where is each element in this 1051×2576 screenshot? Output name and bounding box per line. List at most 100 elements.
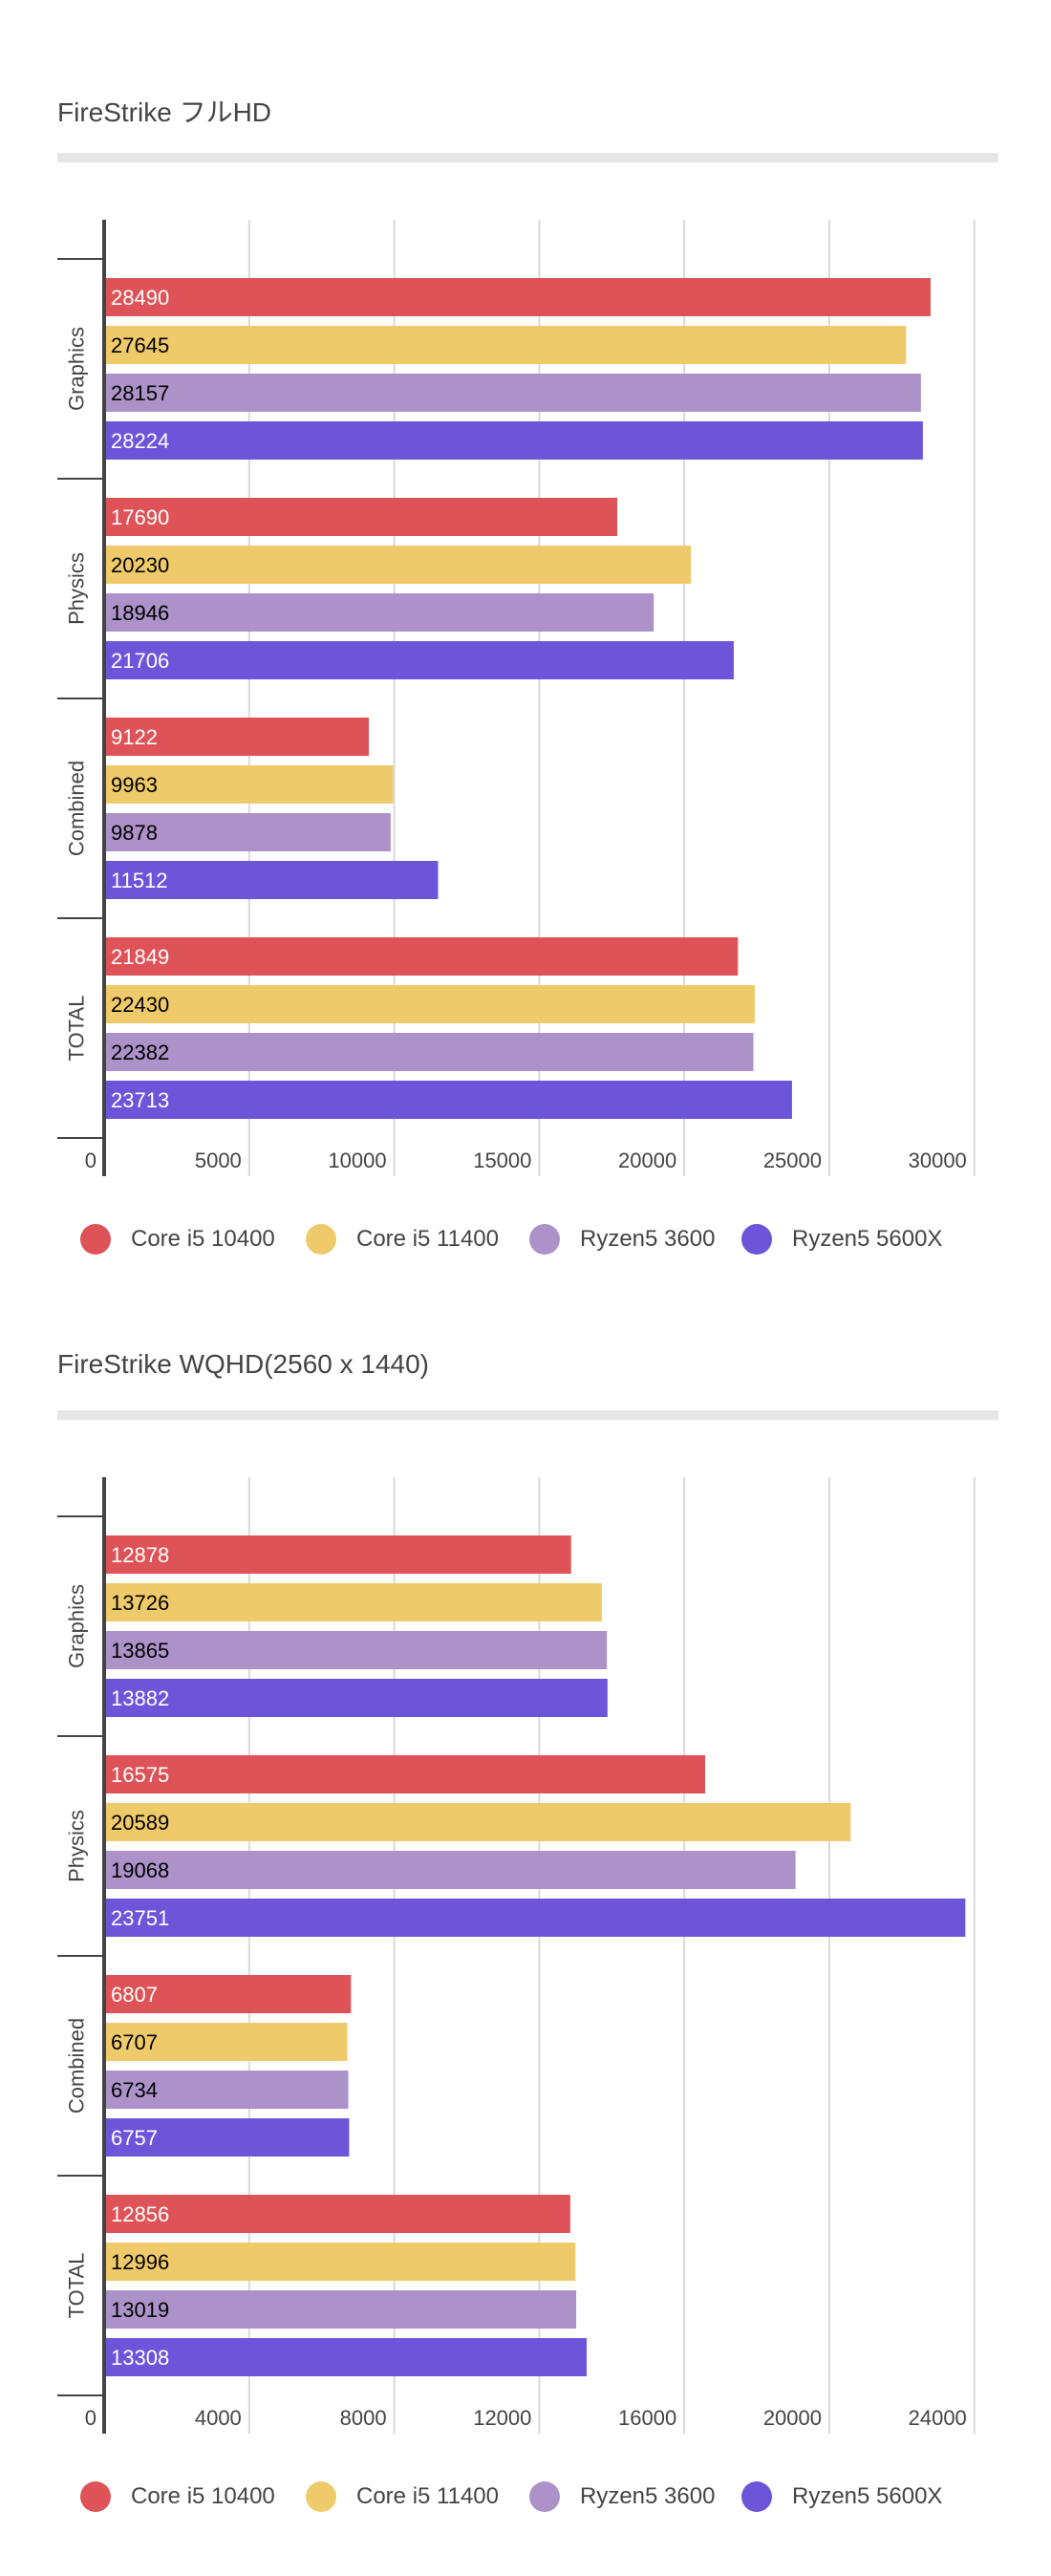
bar-total-ryzen5-3600[interactable]: [104, 1033, 754, 1071]
data-label: 28490: [111, 286, 169, 310]
data-label: 13308: [111, 2346, 169, 2370]
legend-item-core-i5-11400[interactable]: Core i5 11400: [306, 1223, 499, 1256]
legend-swatch-icon: [741, 1224, 772, 1255]
bar-graphics-ryzen5-5600x[interactable]: [104, 1679, 608, 1717]
legend-label: Core i5 11400: [356, 1226, 499, 1252]
data-label: 12856: [111, 2202, 169, 2226]
chart-title: FireStrike フルHD: [57, 97, 272, 127]
legend-swatch-icon: [80, 1224, 111, 1255]
data-label: 18946: [111, 601, 169, 625]
legend-swatch-icon: [80, 2481, 111, 2512]
bar-graphics-core-i5-11400[interactable]: [104, 326, 907, 364]
legend-item-ryzen5-5600x[interactable]: Ryzen5 5600X: [741, 2480, 942, 2513]
data-label: 17690: [111, 505, 169, 529]
x-tick-label: 0: [85, 1148, 97, 1172]
bar-physics-ryzen5-5600x[interactable]: [104, 641, 734, 679]
data-label: 16575: [111, 1763, 169, 1787]
category-label-graphics: Graphics: [65, 327, 89, 411]
data-label: 6807: [111, 1983, 158, 2007]
bar-combined-core-i5-10400[interactable]: [104, 718, 369, 756]
title-divider: [57, 153, 998, 162]
x-tick-label: 16000: [618, 2406, 676, 2430]
data-label: 13865: [111, 1639, 169, 1663]
legend-swatch-icon: [306, 2481, 336, 2512]
data-label: 6734: [111, 2078, 158, 2102]
data-label: 22430: [111, 993, 169, 1017]
bar-combined-core-i5-11400[interactable]: [104, 765, 394, 804]
category-label-physics: Physics: [65, 1810, 89, 1882]
bar-graphics-ryzen5-5600x[interactable]: [104, 421, 923, 460]
bar-combined-ryzen5-5600x[interactable]: [104, 2118, 350, 2157]
chart-title: FireStrike WQHD(2560 x 1440): [57, 1349, 430, 1379]
legend-label: Ryzen5 3600: [580, 1226, 716, 1252]
bar-physics-core-i5-11400[interactable]: [104, 546, 692, 584]
legend-swatch-icon: [741, 2481, 772, 2512]
data-label: 13019: [111, 2298, 169, 2322]
bar-physics-core-i5-10400[interactable]: [104, 498, 618, 536]
data-label: 12996: [111, 2250, 169, 2274]
category-label-total: TOTAL: [65, 2253, 89, 2319]
bar-physics-core-i5-11400[interactable]: [104, 1803, 851, 1841]
x-tick-label: 12000: [473, 2406, 531, 2430]
data-label: 13726: [111, 1591, 169, 1615]
x-tick-label: 0: [85, 2406, 97, 2430]
bar-total-ryzen5-3600[interactable]: [104, 2290, 577, 2329]
data-label: 23751: [111, 1906, 169, 1930]
legend-item-ryzen5-3600[interactable]: Ryzen5 3600: [529, 1223, 715, 1256]
data-label: 21706: [111, 649, 169, 673]
chart-legend: Core i5 10400 Core i5 11400 Ryzen5 3600 Ryz…: [0, 1223, 1051, 1256]
bar-physics-ryzen5-3600[interactable]: [104, 1851, 796, 1889]
bar-total-core-i5-10400[interactable]: [104, 2195, 570, 2233]
category-label-combined: Combined: [65, 761, 89, 856]
legend-label: Ryzen5 5600X: [792, 1226, 943, 1252]
bar-combined-ryzen5-3600[interactable]: [104, 2071, 349, 2109]
data-label: 20230: [111, 553, 169, 577]
bar-total-core-i5-11400[interactable]: [104, 2243, 576, 2281]
bar-graphics-ryzen5-3600[interactable]: [104, 1631, 608, 1669]
bar-chart-fullhd: 28490 27645 28157 28224 Graphics 17690 20230 18…: [57, 220, 976, 1176]
legend-item-core-i5-10400[interactable]: Core i5 10400: [80, 1223, 275, 1256]
data-label: 28224: [111, 429, 169, 453]
data-label: 9122: [111, 725, 158, 749]
bar-total-core-i5-10400[interactable]: [104, 937, 739, 976]
bar-graphics-ryzen5-3600[interactable]: [104, 374, 921, 412]
legend-swatch-icon: [306, 1224, 336, 1255]
bar-graphics-core-i5-11400[interactable]: [104, 1583, 602, 1621]
legend-item-ryzen5-3600[interactable]: Ryzen5 3600: [529, 2480, 715, 2513]
bar-combined-core-i5-10400[interactable]: [104, 1975, 352, 2013]
bar-physics-ryzen5-3600[interactable]: [104, 593, 654, 632]
bar-graphics-core-i5-10400[interactable]: [104, 278, 931, 316]
legend-swatch-icon: [529, 2481, 560, 2512]
data-label: 6757: [111, 2126, 158, 2150]
x-tick-label: 10000: [328, 1148, 386, 1172]
data-label: 13882: [111, 1686, 169, 1710]
data-label: 9878: [111, 821, 158, 845]
data-label: 19068: [111, 1858, 169, 1882]
bar-total-ryzen5-5600x[interactable]: [104, 2338, 588, 2376]
x-tick-label: 15000: [473, 1148, 531, 1172]
x-tick-label: 20000: [763, 2406, 822, 2430]
data-label: 6707: [111, 2030, 158, 2054]
chart-legend: Core i5 10400 Core i5 11400 Ryzen5 3600 Ryz…: [0, 2480, 1051, 2513]
data-label: 21849: [111, 945, 169, 969]
x-tick-label: 30000: [909, 1148, 967, 1172]
x-tick-label: 8000: [340, 2406, 387, 2430]
data-label: 22382: [111, 1041, 169, 1064]
bar-combined-ryzen5-3600[interactable]: [104, 813, 391, 851]
category-label-physics: Physics: [65, 552, 89, 625]
bar-physics-core-i5-10400[interactable]: [104, 1755, 706, 1793]
data-label: 23713: [111, 1088, 169, 1112]
legend-item-core-i5-10400[interactable]: Core i5 10400: [80, 2480, 275, 2513]
bar-combined-core-i5-11400[interactable]: [104, 2023, 348, 2061]
bar-total-core-i5-11400[interactable]: [104, 985, 755, 1023]
bar-physics-ryzen5-5600x[interactable]: [104, 1899, 966, 1937]
bar-total-ryzen5-5600x[interactable]: [104, 1081, 792, 1119]
legend-item-core-i5-11400[interactable]: Core i5 11400: [306, 2480, 499, 2513]
data-label: 12878: [111, 1543, 169, 1567]
legend-label: Core i5 11400: [356, 2483, 499, 2509]
bar-graphics-core-i5-10400[interactable]: [104, 1535, 571, 1574]
legend-item-ryzen5-5600x[interactable]: Ryzen5 5600X: [741, 1223, 942, 1256]
bar-chart-wqhd: 12878 13726 13865 13882 Graphics 16575 20589 19…: [57, 1477, 976, 2434]
bar-combined-ryzen5-5600x[interactable]: [104, 861, 439, 899]
data-label: 11512: [111, 869, 168, 892]
